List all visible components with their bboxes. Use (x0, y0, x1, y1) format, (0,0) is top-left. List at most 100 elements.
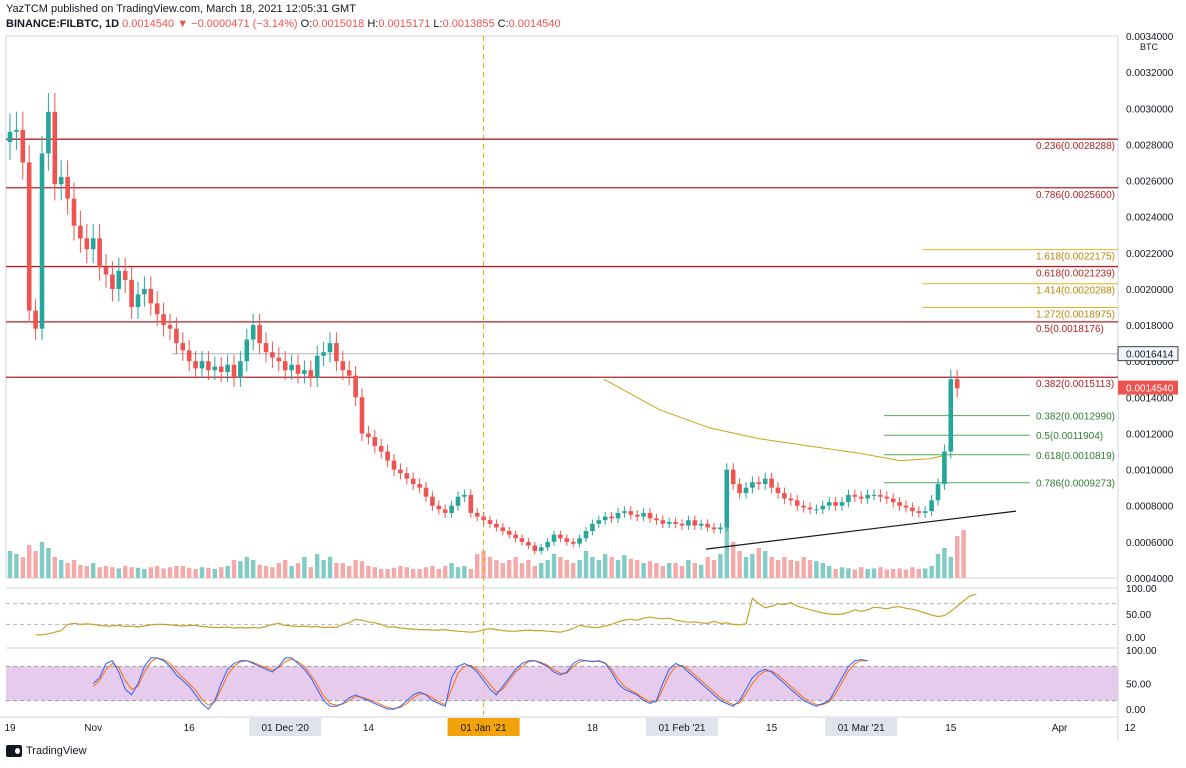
volume-bar (775, 560, 781, 578)
candle-body (353, 375, 358, 398)
time-tick-box (249, 718, 322, 736)
time-tick-label: 15 (945, 723, 957, 734)
candle-body (321, 352, 326, 356)
candle-body (666, 521, 672, 524)
candle-body (858, 496, 864, 499)
candle-body (564, 538, 570, 542)
open-value: 0.0015018 (312, 18, 365, 30)
candle-body (756, 482, 762, 485)
candle-body (590, 523, 595, 532)
candle-body (506, 531, 512, 535)
volume-bar (212, 569, 217, 578)
candle-body (686, 520, 691, 526)
volume-bar (238, 561, 243, 578)
volume-bar (558, 557, 563, 578)
candle-body (417, 484, 422, 488)
volume-bar (385, 569, 390, 578)
volume-bar (46, 548, 51, 578)
candle-body (935, 484, 941, 501)
price-tick-label: 0.0034000 (1126, 32, 1174, 43)
time-tick-label: 15 (766, 723, 778, 734)
volume-bar (398, 566, 403, 578)
volume-bar (551, 554, 557, 578)
volume-bar (539, 563, 544, 578)
volume-bar (507, 560, 512, 578)
volume-bar (231, 560, 237, 578)
symbol-ohlc-line: BINANCE:FILBTC, 1D 0.0014540 ▼ −0.000047… (6, 18, 561, 30)
resistance-label: 0.382(0.0015113) (1036, 379, 1114, 390)
volume-bar (654, 563, 659, 578)
down-triangle-icon: ▼ (177, 18, 189, 30)
volume-bar (251, 560, 256, 578)
volume-bar (859, 567, 864, 578)
volume-bar (788, 560, 793, 578)
candle-body (545, 541, 550, 548)
rsi-tick-label: 100.00 (1126, 584, 1157, 595)
volume-bar (52, 557, 57, 578)
volume-bar (65, 563, 70, 578)
volume-bar (487, 557, 493, 578)
tradingview-footer[interactable]: TradingView (6, 745, 87, 757)
volume-bar (871, 568, 877, 578)
candle-body (526, 541, 531, 546)
rsi-tick-label: 0.00 (1126, 633, 1146, 644)
volume-bar (622, 555, 627, 578)
volume-bar (923, 568, 928, 578)
volume-bar (123, 566, 128, 578)
volume-bar (801, 557, 806, 578)
volume-bar (353, 560, 358, 578)
candle-body (474, 512, 480, 517)
candle-body (494, 523, 499, 528)
volume-bar (833, 569, 838, 578)
low-value: 0.0013855 (442, 18, 495, 30)
symbol-label[interactable]: BINANCE:FILBTC, 1D (6, 18, 120, 30)
volume-bar (910, 567, 915, 578)
candle-body (231, 364, 237, 378)
volume-bar (161, 568, 166, 578)
fib-retracement-label: 0.786(0.0009273) (1036, 479, 1115, 490)
candle-body (551, 534, 557, 542)
candle-body (596, 520, 602, 524)
volume-bar (78, 564, 83, 578)
volume-bar (462, 566, 467, 578)
candle-body (602, 516, 608, 521)
volume-bar (583, 551, 589, 578)
time-tick-label: 01 Mar '21 (838, 723, 885, 734)
volume-bar (110, 567, 115, 578)
candle-body (449, 505, 454, 513)
volume-bar (795, 561, 800, 578)
volume-bar (225, 566, 230, 578)
fib-extension-label: 1.414(0.0020288) (1036, 286, 1115, 297)
candle-body (58, 176, 64, 185)
candle-body (97, 238, 102, 268)
candle-body (794, 500, 800, 506)
volume-bar (532, 566, 537, 578)
volume-bar (519, 563, 525, 578)
candle-body (244, 339, 250, 362)
volume-bar (942, 548, 947, 578)
volume-bar (481, 551, 486, 578)
time-tick-box (447, 718, 520, 736)
candle-body (186, 350, 192, 362)
volume-bar (308, 567, 313, 578)
candle-body (295, 364, 301, 374)
volume-bar (315, 554, 320, 578)
candle-body (250, 325, 256, 340)
candle-body (7, 131, 13, 143)
candle-body (846, 494, 851, 503)
volume-bar (187, 567, 192, 578)
volume-bar (263, 566, 269, 578)
volume-bar (692, 563, 697, 578)
candle-body (634, 514, 640, 517)
volume-bar (929, 566, 934, 578)
candle-body (750, 482, 755, 488)
candle-body (327, 343, 333, 353)
candle-body (289, 364, 294, 371)
candle-body (487, 520, 493, 524)
candle-body (20, 129, 26, 163)
candle-body (282, 361, 288, 371)
candle-body (654, 518, 659, 521)
candle-body (180, 343, 186, 351)
volume-bar (782, 557, 787, 578)
